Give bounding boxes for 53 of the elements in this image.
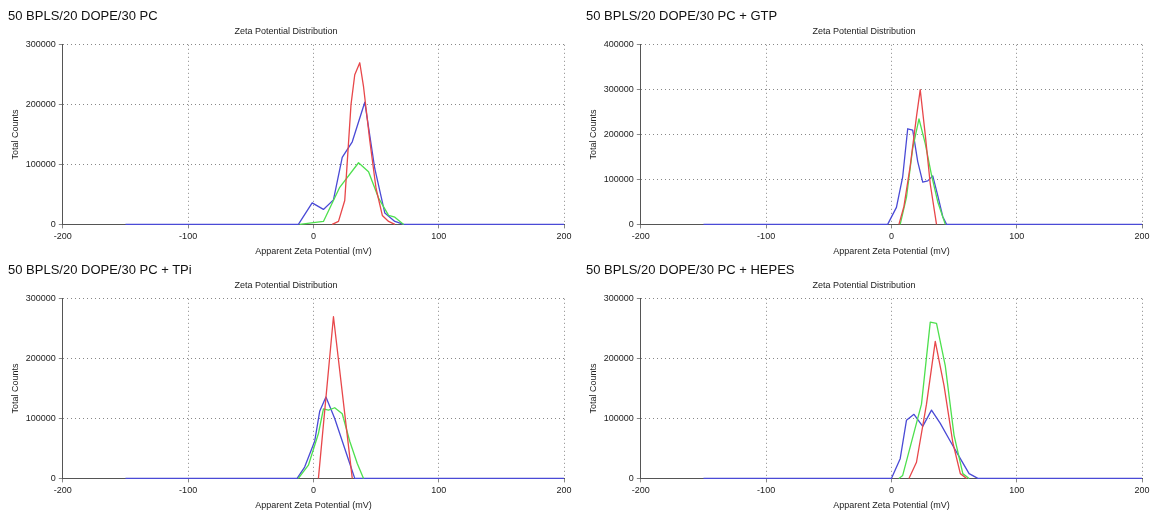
y-tick-label: 0 [50, 218, 56, 229]
y-tick-label: 300000 [603, 84, 634, 95]
chart-title: 50 BPLS/20 DOPE/30 PC [8, 8, 159, 25]
chart-subtitle: Zeta Potential Distribution [812, 279, 916, 290]
x-axis-title: Apparent Zeta Potential (mV) [255, 500, 372, 511]
y-tick-label: 200000 [25, 99, 56, 110]
y-tick-label: 400000 [603, 39, 634, 50]
x-tick-label: -100 [757, 231, 776, 242]
chart-title: 50 BPLS/20 DOPE/30 PC + HEPES [586, 262, 796, 279]
x-tick-label: -200 [53, 231, 72, 242]
x-tick-label: -200 [631, 231, 650, 242]
y-tick-label: 100000 [603, 173, 634, 184]
y-tick-label: 0 [628, 218, 634, 229]
chart-subtitle: Zeta Potential Distribution [812, 25, 916, 36]
y-tick-label: 0 [50, 472, 56, 483]
x-tick-label: -100 [757, 485, 776, 496]
x-tick-label: -100 [179, 485, 198, 496]
x-tick-label: 200 [556, 485, 572, 496]
x-tick-label: 0 [888, 485, 894, 496]
x-tick-label: 200 [1134, 485, 1150, 496]
chart-title: 50 BPLS/20 DOPE/30 PC + GTP [586, 8, 779, 25]
chart-title: 50 BPLS/20 DOPE/30 PC + TPi [8, 262, 193, 279]
x-axis-title: Apparent Zeta Potential (mV) [833, 500, 950, 511]
y-axis-title: Total Counts [587, 109, 598, 160]
x-tick-label: -200 [53, 485, 72, 496]
y-tick-label: 100000 [25, 413, 56, 424]
y-axis-title: Total Counts [9, 363, 20, 414]
x-tick-label: 100 [431, 231, 447, 242]
x-tick-label: -200 [631, 485, 650, 496]
x-tick-label: 100 [431, 485, 447, 496]
x-tick-label: -100 [179, 231, 198, 242]
chart-subtitle: Zeta Potential Distribution [234, 279, 338, 290]
y-axis-title: Total Counts [9, 109, 20, 160]
y-tick-label: 0 [628, 472, 634, 483]
y-tick-label: 300000 [25, 39, 56, 50]
y-axis-title: Total Counts [587, 363, 598, 414]
y-tick-label: 200000 [25, 353, 56, 364]
x-tick-label: 0 [310, 231, 316, 242]
chart-subtitle: Zeta Potential Distribution [234, 25, 338, 36]
y-tick-label: 200000 [603, 129, 634, 140]
x-tick-label: 0 [888, 231, 894, 242]
y-tick-label: 300000 [603, 293, 634, 304]
x-tick-label: 100 [1009, 231, 1025, 242]
x-tick-label: 200 [1134, 231, 1150, 242]
x-tick-label: 200 [556, 231, 572, 242]
y-tick-label: 100000 [25, 159, 56, 170]
x-tick-label: 100 [1009, 485, 1025, 496]
y-tick-label: 300000 [25, 293, 56, 304]
y-tick-label: 100000 [603, 413, 634, 424]
y-tick-label: 200000 [603, 353, 634, 364]
x-axis-title: Apparent Zeta Potential (mV) [255, 246, 372, 257]
x-axis-title: Apparent Zeta Potential (mV) [833, 246, 950, 257]
x-tick-label: 0 [310, 485, 316, 496]
